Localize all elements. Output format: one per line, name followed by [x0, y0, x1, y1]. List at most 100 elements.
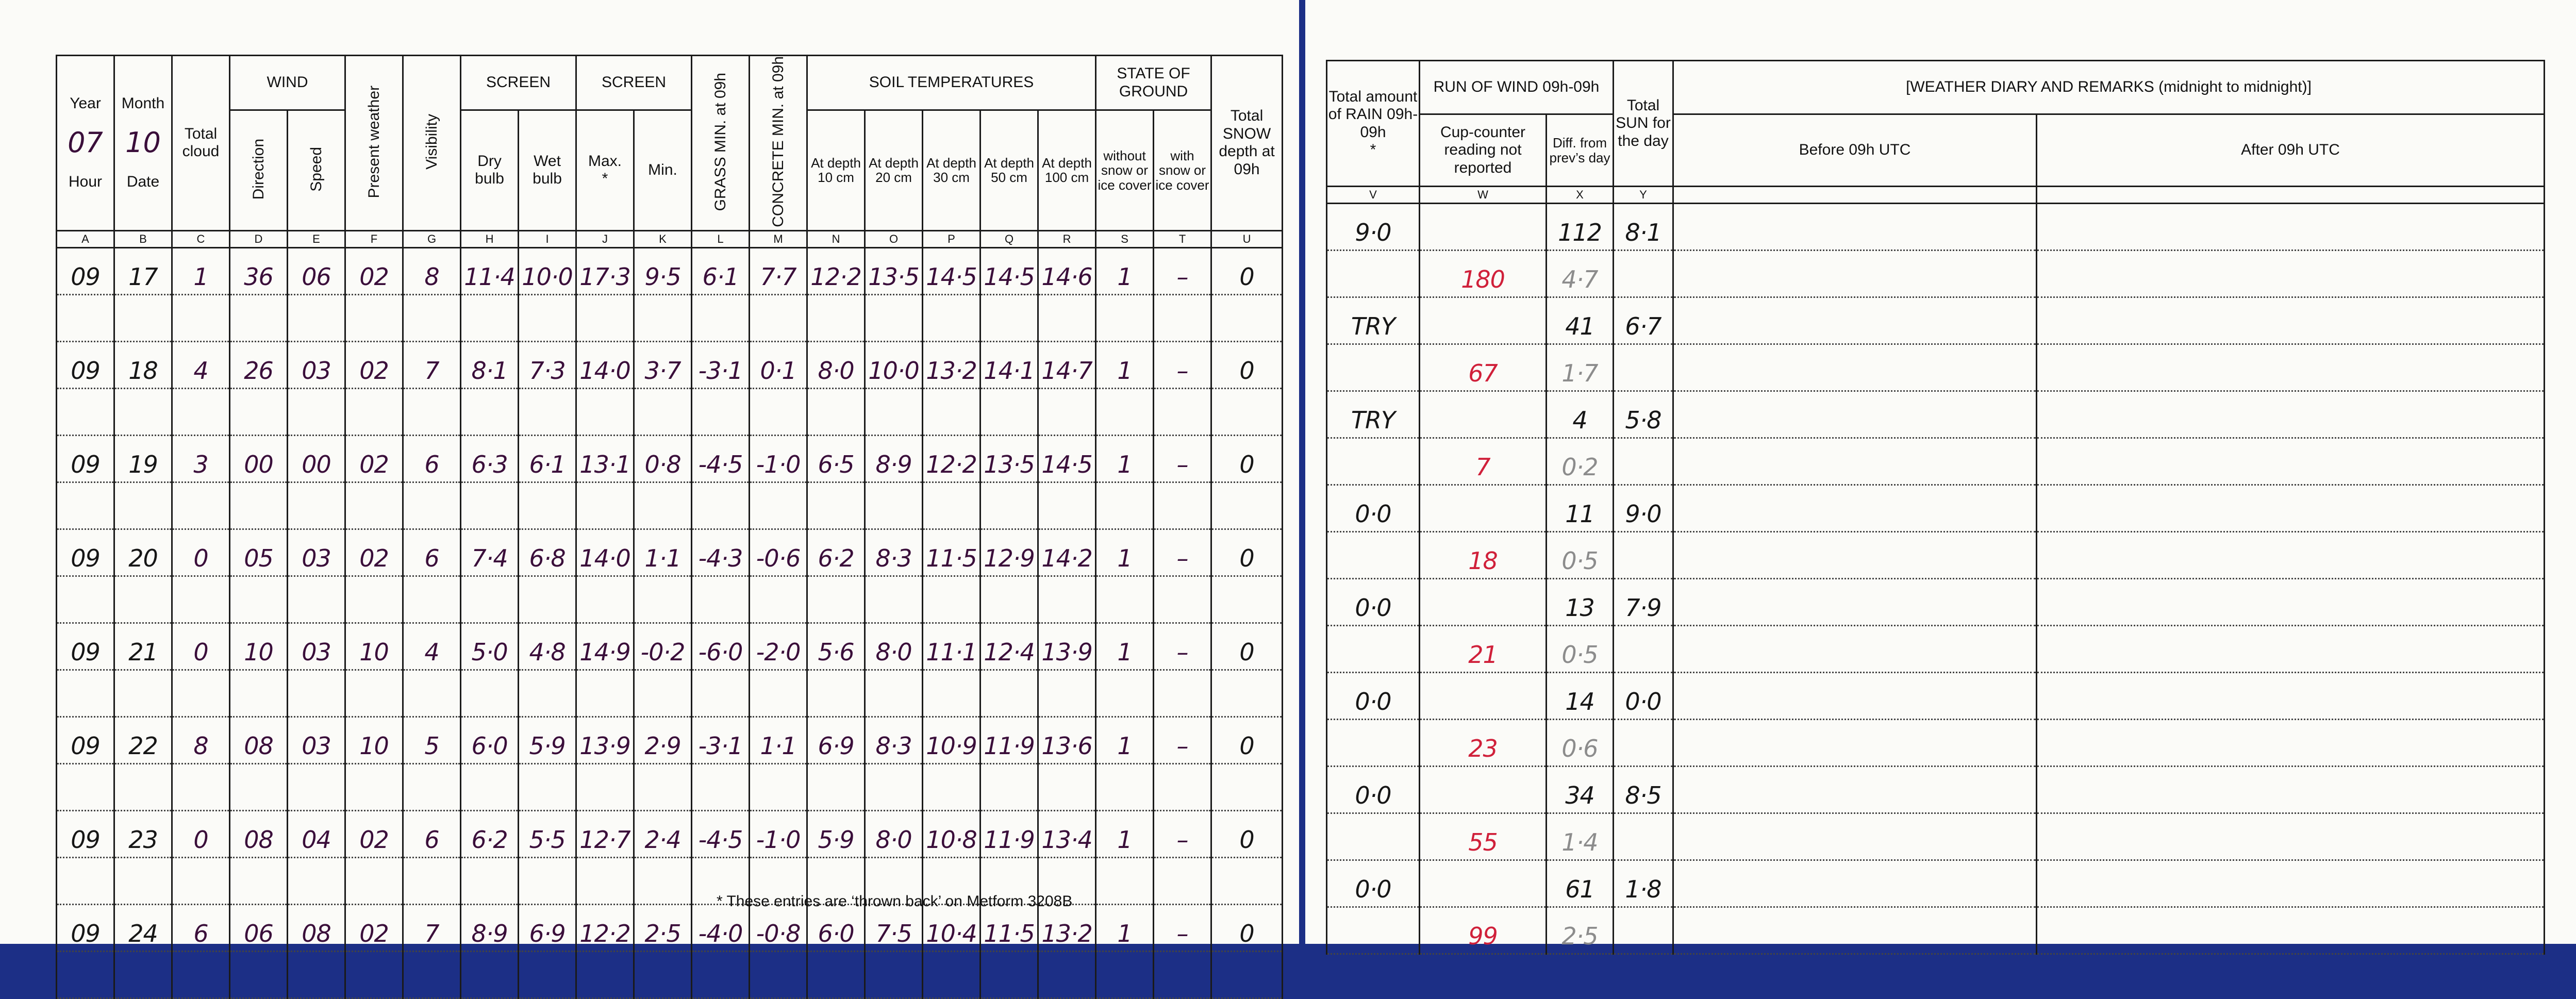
observation-spacer-row	[56, 857, 1284, 905]
diary-before-cell[interactable]	[1672, 578, 2037, 626]
observation-cell: -1·0	[749, 435, 808, 483]
diary-after-cell[interactable]	[2035, 250, 2546, 298]
diary-after-cell[interactable]	[2035, 907, 2546, 955]
cup-counter-cell[interactable]	[1419, 672, 1547, 720]
observation-value: 00	[244, 450, 274, 478]
diary-before-cell[interactable]	[1672, 531, 2037, 579]
cup-counter-cell[interactable]	[1419, 766, 1547, 814]
observation-value: 5·5	[529, 825, 566, 854]
column-letter: Q	[979, 229, 1039, 248]
diary-before-cell[interactable]	[1672, 860, 2037, 908]
min-header: Min.	[633, 109, 693, 231]
diary-after-cell[interactable]	[2035, 813, 2546, 861]
observation-cell: 10	[229, 623, 288, 671]
cup-counter-cell[interactable]	[1419, 297, 1547, 345]
wind-diff-value: 14	[1565, 688, 1595, 715]
observation-value: 0	[1239, 356, 1254, 385]
diary-before-cell[interactable]	[1672, 766, 2037, 814]
diary-after-cell[interactable]	[2035, 297, 2546, 345]
observation-cell: 0·1	[749, 341, 808, 389]
spacer-cell	[575, 576, 635, 624]
diary-after-cell[interactable]	[2035, 625, 2546, 673]
observation-cell: 19	[113, 435, 173, 483]
diary-after-cell[interactable]	[2035, 391, 2546, 439]
observation-value: 7·7	[760, 262, 796, 291]
diary-after-cell[interactable]	[2035, 438, 2546, 486]
observation-value: 14·1	[984, 356, 1035, 385]
spacer-cell	[1095, 482, 1155, 530]
diary-before-cell[interactable]	[1672, 203, 2037, 251]
sun-value-cell: 7·9	[1613, 578, 1674, 626]
observation-cell: 17	[113, 247, 173, 295]
cup-counter-cell[interactable]	[1419, 860, 1547, 908]
spacer-cell	[518, 388, 577, 436]
cup-counter-row: 99 2·5	[1326, 907, 2546, 955]
observation-cell: 03	[286, 623, 346, 671]
soil-50cm-header: At depth 50 cm	[979, 109, 1039, 231]
diary-before-cell[interactable]	[1672, 672, 2037, 720]
observation-cell: 6·9	[806, 717, 866, 764]
observation-value: -0·2	[640, 638, 686, 666]
column-letter: W	[1419, 186, 1547, 204]
observation-value: 8·3	[875, 731, 912, 760]
diary-before-cell[interactable]	[1672, 719, 2037, 767]
diary-after-cell[interactable]	[2035, 344, 2546, 392]
diary-before-cell[interactable]	[1672, 297, 2037, 345]
diary-before-cell[interactable]	[1672, 438, 2037, 486]
spacer-cell	[229, 763, 288, 811]
cup-counter-header: Cup-counter reading not reported	[1419, 113, 1547, 187]
spacer-cell	[1037, 951, 1097, 999]
diary-after-cell[interactable]	[2035, 672, 2546, 720]
observation-cell: 13·5	[864, 247, 924, 295]
observation-value: 17·3	[579, 262, 630, 291]
spacer-cell	[864, 763, 924, 811]
cup-counter-cell[interactable]	[1419, 203, 1547, 251]
observation-value: 10	[359, 638, 389, 666]
rain-spacer-cell	[1326, 531, 1420, 579]
cup-counter-cell[interactable]	[1419, 578, 1547, 626]
spacer-cell	[575, 670, 635, 718]
diary-after-cell[interactable]	[2035, 531, 2546, 579]
cup-counter-cell[interactable]	[1419, 485, 1547, 532]
dry-bulb-header: Dry bulb	[460, 109, 520, 231]
column-letter: H	[460, 229, 520, 248]
spacer-cell	[922, 294, 982, 342]
diary-after-cell[interactable]	[2035, 485, 2546, 532]
observation-cell: 09	[56, 435, 115, 483]
observation-spacer-row	[56, 576, 1284, 624]
observation-cell: –	[1153, 341, 1212, 389]
observation-spacer-row	[56, 388, 1284, 436]
diary-after-cell[interactable]	[2035, 766, 2546, 814]
diary-after-cell[interactable]	[2035, 719, 2546, 767]
cup-diff-value: 4·7	[1561, 265, 1598, 293]
weather-diary-header: [WEATHER DIARY AND REMARKS (midnight to …	[1672, 60, 2546, 115]
observation-value: 1	[1117, 638, 1132, 666]
diary-before-cell[interactable]	[1672, 250, 2037, 298]
diary-before-cell[interactable]	[1672, 813, 2037, 861]
diary-after-cell[interactable]	[2035, 860, 2546, 908]
observation-value: –	[1176, 262, 1189, 291]
observation-value: 02	[359, 356, 389, 385]
diary-after-cell[interactable]	[2035, 203, 2546, 251]
sun-spacer-cell	[1613, 907, 1674, 955]
wind-diff-value: 61	[1565, 875, 1595, 903]
wind-diff-value-cell: 34	[1545, 766, 1614, 814]
observation-cell: -4·5	[691, 810, 751, 858]
observation-cell: 12·7	[575, 810, 635, 858]
spacer-cell	[56, 576, 115, 624]
diary-before-cell[interactable]	[1672, 625, 2037, 673]
sun-value: 9·0	[1625, 500, 1661, 528]
sun-spacer-cell	[1613, 625, 1674, 673]
cup-counter-value: 180	[1461, 265, 1505, 293]
diary-before-cell[interactable]	[1672, 391, 2037, 439]
spacer-cell	[575, 951, 635, 999]
diary-after-cell[interactable]	[2035, 578, 2546, 626]
wind-diff-value: 34	[1565, 781, 1595, 809]
diary-before-cell[interactable]	[1672, 344, 2037, 392]
cup-counter-cell[interactable]	[1419, 391, 1547, 439]
observation-cell: 2·5	[633, 904, 693, 952]
observation-cell: 11·5	[922, 529, 982, 577]
diary-before-cell[interactable]	[1672, 907, 2037, 955]
diary-before-cell[interactable]	[1672, 485, 2037, 532]
rain-value: 0·0	[1355, 781, 1391, 809]
